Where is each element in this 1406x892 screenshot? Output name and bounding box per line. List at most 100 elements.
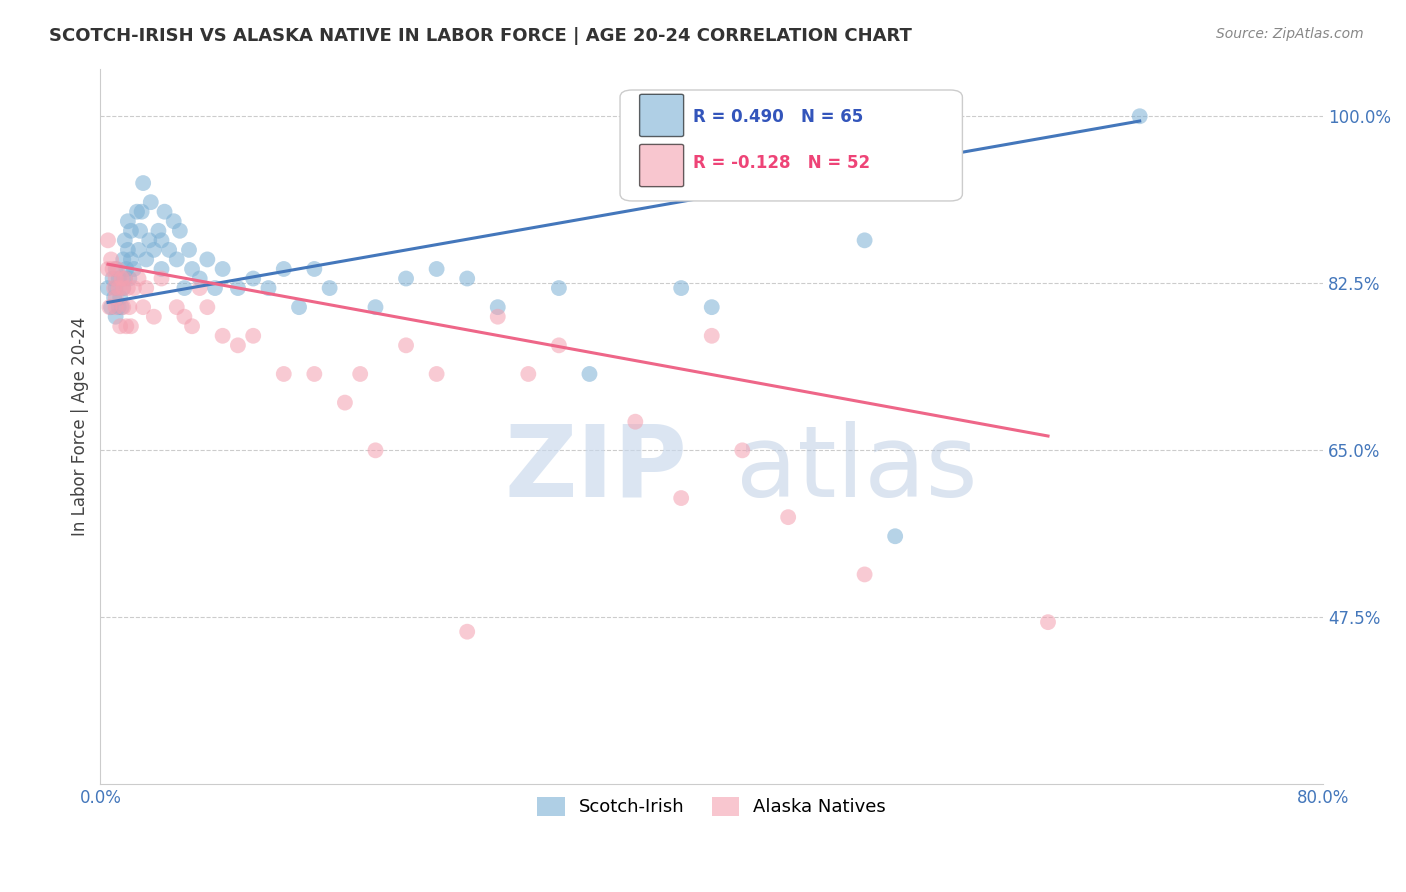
Point <box>101 271 124 285</box>
Point <box>112 252 135 267</box>
Point <box>150 271 173 285</box>
Point <box>166 252 188 267</box>
Point <box>135 252 157 267</box>
Point <box>97 281 120 295</box>
Point <box>204 281 226 295</box>
Text: Source: ZipAtlas.com: Source: ZipAtlas.com <box>1216 27 1364 41</box>
Point <box>157 243 180 257</box>
Point <box>138 233 160 247</box>
Point <box>97 233 120 247</box>
Point <box>700 328 723 343</box>
Point <box>104 291 127 305</box>
Point <box>456 271 478 285</box>
Point <box>173 310 195 324</box>
Point <box>884 529 907 543</box>
Y-axis label: In Labor Force | Age 20-24: In Labor Force | Age 20-24 <box>72 317 89 536</box>
Point <box>142 243 165 257</box>
Point <box>131 204 153 219</box>
Point <box>114 271 136 285</box>
Point <box>105 262 128 277</box>
Point <box>110 291 132 305</box>
Point <box>128 243 150 257</box>
Point <box>110 319 132 334</box>
Point <box>181 319 204 334</box>
Point <box>104 300 127 314</box>
Point <box>100 252 122 267</box>
Point <box>364 443 387 458</box>
Point <box>486 300 509 314</box>
Point <box>181 262 204 277</box>
Point <box>288 300 311 314</box>
Text: SCOTCH-IRISH VS ALASKA NATIVE IN LABOR FORCE | AGE 20-24 CORRELATION CHART: SCOTCH-IRISH VS ALASKA NATIVE IN LABOR F… <box>49 27 912 45</box>
Point <box>150 262 173 277</box>
Point <box>107 300 129 314</box>
Point <box>153 204 176 219</box>
Point <box>456 624 478 639</box>
Point <box>132 176 155 190</box>
Point <box>117 214 139 228</box>
Point <box>242 271 264 285</box>
Point <box>669 491 692 505</box>
Point <box>778 510 800 524</box>
Text: atlas: atlas <box>737 421 977 518</box>
Point <box>117 281 139 295</box>
Point <box>150 233 173 247</box>
Point <box>426 367 449 381</box>
Text: R = 0.490   N = 65: R = 0.490 N = 65 <box>693 108 863 126</box>
Point <box>1129 109 1152 123</box>
Point <box>132 300 155 314</box>
Point <box>486 310 509 324</box>
Point <box>257 281 280 295</box>
Point <box>304 367 326 381</box>
Point <box>142 310 165 324</box>
Point <box>169 224 191 238</box>
Point <box>700 300 723 314</box>
Point <box>101 262 124 277</box>
Point <box>114 271 136 285</box>
Point <box>188 271 211 285</box>
Point <box>349 367 371 381</box>
Point <box>211 328 233 343</box>
Point <box>333 395 356 409</box>
Point <box>426 262 449 277</box>
Point <box>548 338 571 352</box>
Point <box>104 262 127 277</box>
Text: R = -0.128   N = 52: R = -0.128 N = 52 <box>693 154 870 172</box>
Point <box>98 300 121 314</box>
Point <box>211 262 233 277</box>
Point <box>118 271 141 285</box>
Legend: Scotch-Irish, Alaska Natives: Scotch-Irish, Alaska Natives <box>529 789 896 825</box>
Point <box>104 310 127 324</box>
Point <box>364 300 387 314</box>
Point <box>853 233 876 247</box>
Point <box>118 300 141 314</box>
Point <box>112 300 135 314</box>
Point <box>318 281 340 295</box>
Point <box>273 367 295 381</box>
Point <box>122 262 145 277</box>
Point <box>669 281 692 295</box>
Point <box>624 415 647 429</box>
Point <box>128 271 150 285</box>
Point <box>173 281 195 295</box>
Point <box>120 224 142 238</box>
Point <box>120 252 142 267</box>
Text: ZIP: ZIP <box>505 421 688 518</box>
Point <box>195 300 218 314</box>
Point <box>103 281 125 295</box>
Point <box>853 567 876 582</box>
Point <box>120 319 142 334</box>
Point <box>107 281 129 295</box>
Point <box>578 367 600 381</box>
Point <box>731 443 754 458</box>
Point <box>115 319 138 334</box>
Point <box>395 338 418 352</box>
Point <box>100 300 122 314</box>
Point <box>517 367 540 381</box>
Point <box>97 262 120 277</box>
Point <box>111 300 134 314</box>
FancyBboxPatch shape <box>620 90 963 201</box>
Point <box>111 271 134 285</box>
Point <box>112 281 135 295</box>
Point <box>1036 615 1059 629</box>
